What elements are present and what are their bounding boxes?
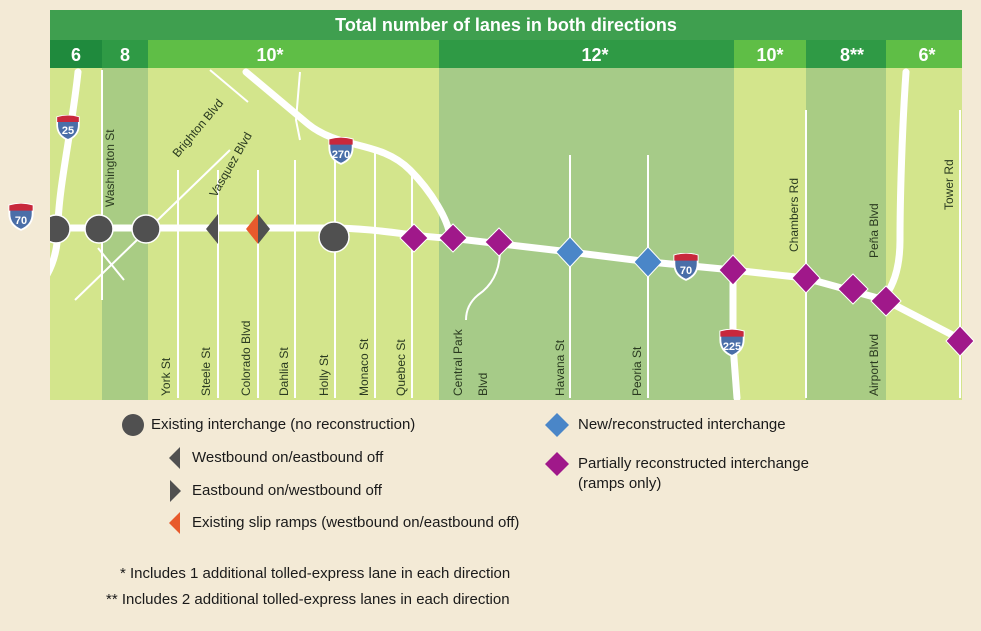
i225-label: 225: [723, 341, 741, 353]
i270-label: 270: [332, 149, 350, 161]
existing-interchange-washington: [84, 214, 114, 244]
partial-interchange-tower: [945, 325, 975, 357]
lane-count-6-east: 6*: [918, 45, 935, 65]
lane-cell-10-east: [734, 40, 806, 68]
lane-cell-6: [50, 40, 102, 68]
legend-partial-line-2: (ramps only): [578, 475, 662, 492]
street-york: York St: [159, 357, 173, 396]
partial-interchange-airport: [870, 285, 902, 317]
band-12: [439, 10, 734, 400]
partial-interchange-pena: [837, 273, 869, 305]
street-tower: Tower Rd: [942, 159, 956, 210]
legend-partial-line-1: Partially reconstructed interchange: [578, 455, 809, 472]
legend-slip-ramps: Existing slip ramps (westbound on/eastbo…: [192, 514, 520, 531]
band-10: [148, 10, 439, 400]
street-washington: Washington St: [103, 129, 117, 207]
new-interchange-havana: [555, 236, 585, 268]
lane-count-10-east: 10*: [756, 45, 783, 65]
lane-cell-10: [148, 40, 439, 68]
eb-on-interchange-colorado: [258, 214, 270, 244]
legend-new-icon: [545, 413, 569, 437]
i70-west-label: 70: [15, 215, 27, 227]
partial-interchange-i270: [438, 223, 468, 253]
footnote-double: ** Includes 2 additional tolled-express …: [106, 591, 510, 608]
street-steele: Steele St: [199, 347, 213, 396]
existing-interchange-brighton: [131, 214, 161, 244]
header-title: Total number of lanes in both directions: [335, 15, 677, 35]
street-pena: Peña Blvd: [867, 203, 881, 258]
street-holly: Holly St: [317, 354, 331, 396]
i25-label: 25: [62, 125, 74, 137]
legend-wb-on-icon: [169, 447, 180, 469]
new-interchange-peoria: [633, 246, 663, 278]
band-8: [102, 10, 148, 400]
street-central-park-blvd: Blvd: [476, 373, 490, 396]
street-peoria: Peoria St: [630, 346, 644, 396]
street-central-park: Central Park: [451, 328, 465, 396]
lane-cell-6-east: [886, 40, 962, 68]
legend-symbols: [122, 413, 569, 534]
header-bar: [50, 10, 962, 40]
street-quebec: Quebec St: [394, 339, 408, 396]
legend-slip-ramp-icon: [169, 512, 180, 534]
shield-numbers: 70 25 270 70 225: [15, 125, 741, 353]
partial-interchange-i225: [718, 254, 748, 286]
legend-eb-on-wb-off: Eastbound on/westbound off: [192, 482, 382, 499]
lane-count-6: 6: [71, 45, 81, 65]
partial-interchange-central-park: [484, 227, 514, 257]
legend-partial-icon: [545, 452, 569, 476]
partial-interchange-quebec: [399, 223, 429, 253]
footnote-single: * Includes 1 additional tolled-express l…: [120, 565, 511, 582]
wb-on-interchange-vasquez: [206, 214, 218, 244]
street-havana: Havana St: [553, 339, 567, 396]
street-monaco: Monaco St: [357, 338, 371, 396]
existing-interchange-holly: [318, 221, 350, 253]
existing-interchange-i25: [50, 214, 71, 244]
i70-east-label: 70: [680, 265, 692, 277]
lane-cell-12: [439, 40, 734, 68]
lane-cell-8: [102, 40, 148, 68]
lane-cell-8-east: [806, 40, 886, 68]
band-10-east: [734, 10, 806, 400]
lane-count-8: 8: [120, 45, 130, 65]
slip-ramp-colorado: [246, 214, 258, 244]
legend-eb-on-icon: [170, 480, 181, 502]
lane-count-10: 10*: [256, 45, 283, 65]
interchanges: [50, 214, 902, 317]
legend-wb-on-eb-off: Westbound on/eastbound off: [192, 449, 384, 466]
street-chambers: Chambers Rd: [787, 178, 801, 252]
band-8-east: [806, 10, 886, 400]
street-colorado: Colorado Blvd: [239, 321, 253, 396]
street-airport: Airport Blvd: [867, 334, 881, 396]
street-dahlia: Dahlia St: [277, 347, 291, 396]
legend-new: New/reconstructed interchange: [578, 416, 786, 433]
partial-interchange-chambers: [791, 262, 821, 294]
lane-count-12: 12*: [581, 45, 608, 65]
lane-count-8-east: 8**: [840, 45, 864, 65]
legend-existing: Existing interchange (no reconstruction): [151, 416, 416, 433]
legend-existing-icon: [122, 414, 144, 436]
lane-count-labels: 6 8 10* 12* 10* 8** 6*: [71, 45, 936, 65]
